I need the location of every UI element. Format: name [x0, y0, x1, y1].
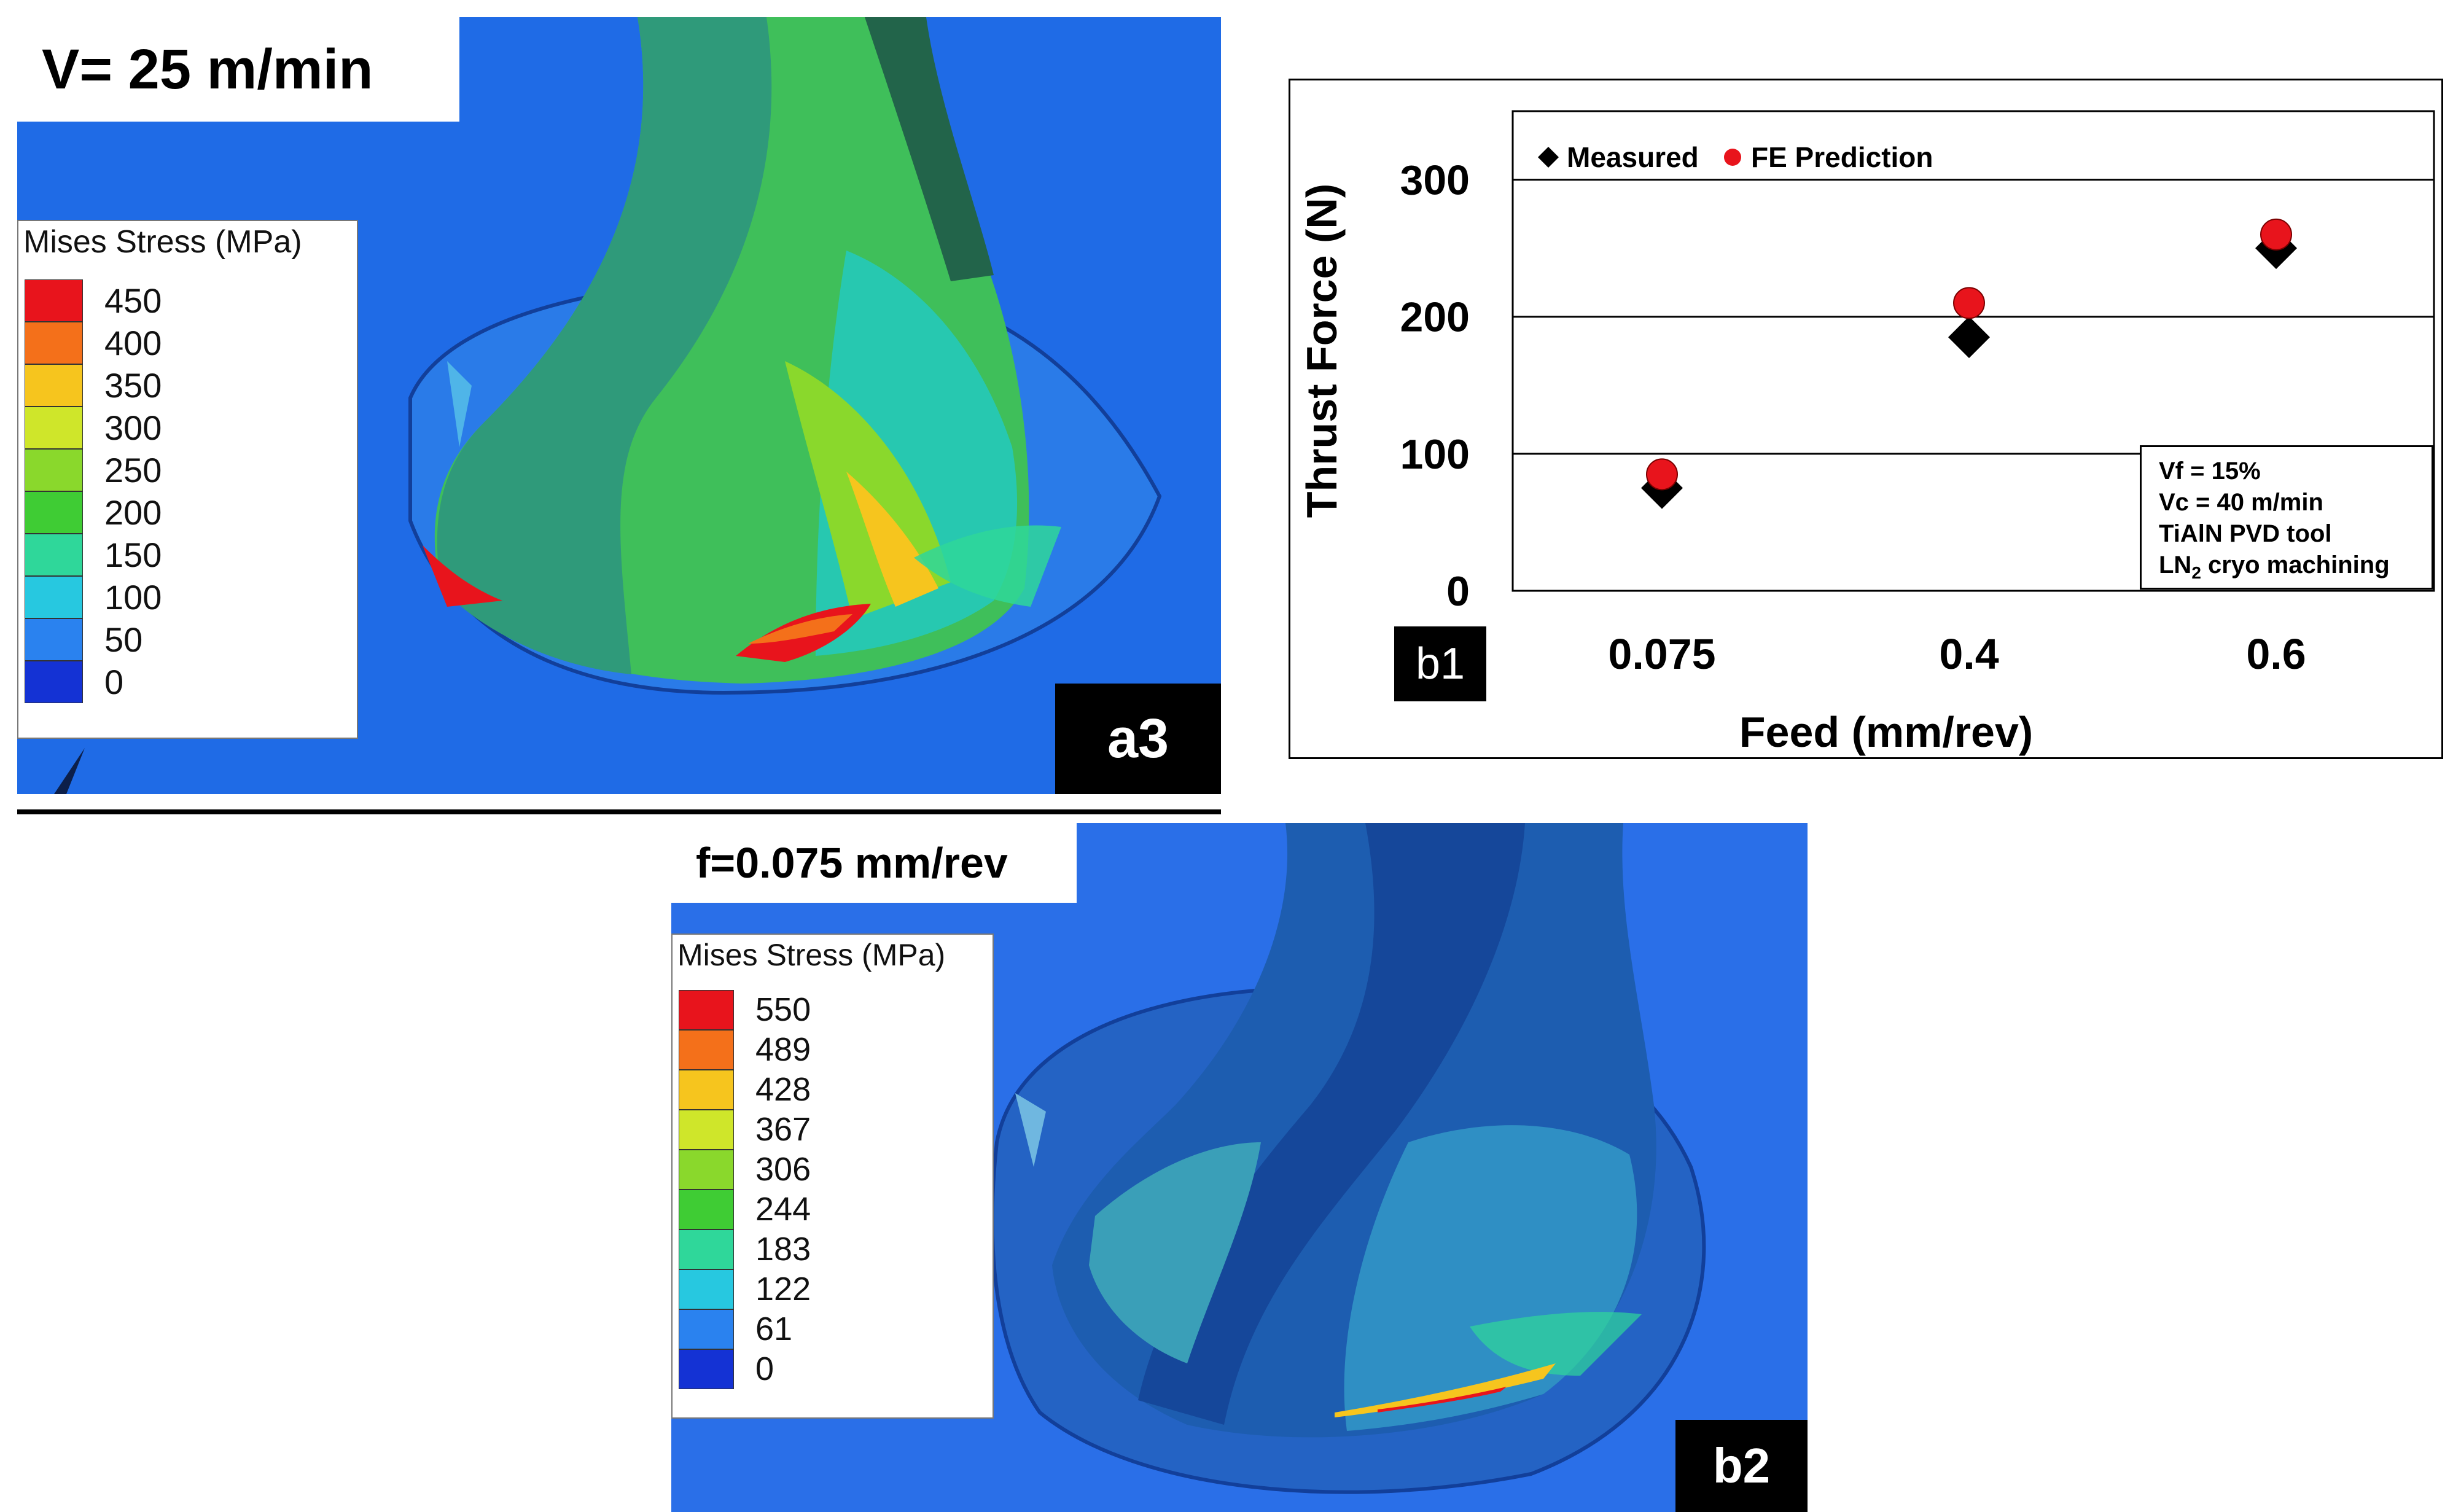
legend-value: 50 — [104, 620, 143, 660]
legend-swatch — [679, 1309, 734, 1349]
legend-value: 306 — [755, 1151, 811, 1188]
legend-swatch — [25, 491, 83, 534]
legend-swatch — [25, 661, 83, 703]
legend-value: 400 — [104, 324, 162, 363]
legend-value: 183 — [755, 1231, 811, 1268]
legend-swatch — [25, 449, 83, 491]
legend-swatch — [679, 1349, 734, 1389]
legend-swatch — [25, 407, 83, 449]
legend-title: Mises Stress (MPa) — [677, 938, 946, 972]
legend-swatch — [25, 534, 83, 576]
legend-title: Mises Stress (MPa) — [23, 224, 302, 260]
legend-value: 350 — [104, 366, 162, 405]
legend-marker-measured — [1538, 147, 1559, 168]
legend-value: 100 — [104, 578, 162, 617]
legend-value: 428 — [755, 1071, 811, 1109]
legend-swatch — [679, 1190, 734, 1229]
drill-stress-render-b2 — [671, 823, 1808, 1512]
legend-value: 489 — [755, 1031, 811, 1069]
annotation-line: Vc = 40 m/min — [2159, 489, 2323, 516]
data-point-fe-prediction — [1646, 458, 1678, 491]
legend-marker-fe-prediction — [1724, 149, 1741, 166]
annotation-line: TiAlN PVD tool — [2159, 520, 2332, 547]
legend-swatch — [679, 1070, 734, 1110]
legend-swatch — [25, 618, 83, 661]
x-axis-label: Feed (mm/rev) — [1739, 708, 2033, 756]
stress-legend: Mises Stress (MPa) 450 400 350 300 250 200 150… — [17, 220, 358, 739]
panel-tag: b1 — [1394, 626, 1486, 701]
legend-value: 367 — [755, 1111, 811, 1148]
annotation-line: Vf = 15% — [2159, 458, 2261, 485]
annotation-line: LN2 cryo machining — [2159, 551, 2390, 582]
legend-value: 0 — [104, 663, 124, 702]
fe-panel-b2: f=0.075 mm/rev Mises Stress (MPa) 550 489… — [671, 823, 1808, 1512]
legend-label: FE Prediction — [1751, 141, 1933, 173]
y-tick-label: 300 — [1400, 157, 1470, 204]
condition-label: f=0.075 mm/rev — [671, 823, 1077, 903]
panel-tag: b2 — [1675, 1420, 1808, 1512]
legend-swatch — [679, 1110, 734, 1150]
legend-value: 61 — [755, 1311, 793, 1348]
legend-swatch — [25, 322, 83, 364]
legend-value: 550 — [755, 991, 811, 1029]
legend-value: 300 — [104, 408, 162, 448]
legend-value: 250 — [104, 451, 162, 490]
legend-swatch — [25, 576, 83, 618]
chart-annotation: Vf = 15% Vc = 40 m/min TiAlN PVD tool LN… — [2140, 445, 2433, 590]
x-tick-label: 0.6 — [2246, 630, 2306, 678]
x-tick-label: 0.075 — [1608, 630, 1715, 678]
y-tick-label: 0 — [1446, 568, 1470, 615]
data-point-fe-prediction — [2260, 218, 2292, 251]
legend-swatch — [25, 364, 83, 407]
legend-swatch — [679, 1269, 734, 1309]
condition-label: V= 25 m/min — [17, 17, 459, 122]
legend-value: 244 — [755, 1191, 811, 1228]
legend-label: Measured — [1567, 141, 1699, 173]
legend-swatch — [679, 1229, 734, 1269]
legend-value: 150 — [104, 536, 162, 575]
legend-value: 0 — [755, 1350, 774, 1388]
data-point-measured — [1948, 316, 1990, 359]
legend-swatch — [679, 1150, 734, 1190]
legend-value: 200 — [104, 493, 162, 532]
legend-swatch — [679, 990, 734, 1030]
y-axis-label: Thrust Force (N) — [1298, 184, 1346, 518]
panel-tag: a3 — [1055, 684, 1221, 794]
y-tick-label: 100 — [1400, 431, 1470, 478]
drill-stress-render-a3 — [17, 17, 1221, 794]
stress-legend: Mises Stress (MPa) 550 489 428 367 306 244 183… — [671, 933, 994, 1419]
legend-value: 450 — [104, 281, 162, 321]
legend-value: 122 — [755, 1271, 811, 1308]
legend-swatch — [25, 279, 83, 322]
fe-panel-a3: V= 25 m/min Mises Stress (MPa) 450 400 350… — [17, 17, 1221, 794]
panel-divider — [17, 809, 1221, 814]
data-point-fe-prediction — [1953, 287, 1985, 319]
legend-swatch — [679, 1030, 734, 1070]
x-tick-label: 0.4 — [1939, 630, 1999, 678]
y-tick-label: 200 — [1400, 294, 1470, 341]
